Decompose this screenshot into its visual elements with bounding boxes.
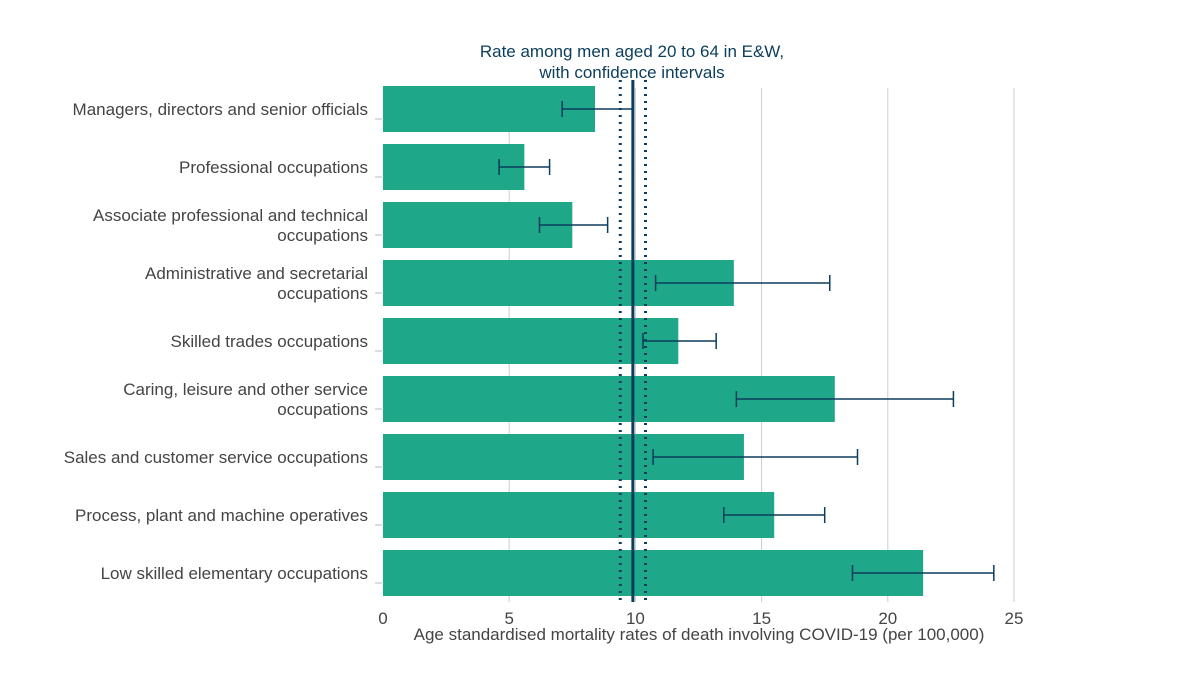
reference-line-label-line-1: Rate among men aged 20 to 64 in E&W, (480, 42, 784, 61)
reference-line-label-line-2: with confidence intervals (538, 63, 724, 82)
y-tick-label: Administrative and secretarial (145, 264, 368, 283)
y-tick-label: Associate professional and technical (93, 206, 368, 225)
y-tick-label: Caring, leisure and other service (123, 380, 368, 399)
error-bar (498, 159, 551, 175)
error-bar (735, 391, 955, 407)
error-bar (722, 507, 826, 523)
bar (383, 86, 596, 132)
y-tick-label: Sales and customer service occupations (64, 448, 368, 467)
x-tick-label: 5 (504, 609, 513, 628)
error-bar (652, 449, 859, 465)
y-tick-label: occupations (277, 284, 368, 303)
y-tick-label: Low skilled elementary occupations (101, 564, 368, 583)
error-bar (654, 275, 831, 291)
y-tick-labels: Managers, directors and senior officials… (64, 100, 382, 584)
x-tick-label: 15 (752, 609, 771, 628)
x-axis-label: Age standardised mortality rates of deat… (414, 625, 985, 644)
bar (383, 550, 924, 596)
bar (383, 492, 775, 538)
x-tick-label: 10 (626, 609, 645, 628)
y-tick-label: Professional occupations (179, 158, 368, 177)
y-tick-label: occupations (277, 226, 368, 245)
error-bar (851, 565, 995, 581)
error-bar (538, 217, 609, 233)
x-tick-labels: 0 5 10 15 20 25 (378, 609, 1023, 628)
y-tick-label: occupations (277, 400, 368, 419)
error-bar (642, 333, 717, 349)
bars (383, 86, 924, 596)
error-bars (498, 101, 995, 581)
y-tick-label: Process, plant and machine operatives (75, 506, 368, 525)
x-tick-label: 20 (878, 609, 897, 628)
x-tick-label: 0 (378, 609, 387, 628)
y-tick-label: Skilled trades occupations (170, 332, 368, 351)
error-bar (561, 101, 634, 117)
bar (383, 318, 679, 364)
y-tick-label: Managers, directors and senior officials (73, 100, 368, 119)
x-tick-label: 25 (1005, 609, 1024, 628)
